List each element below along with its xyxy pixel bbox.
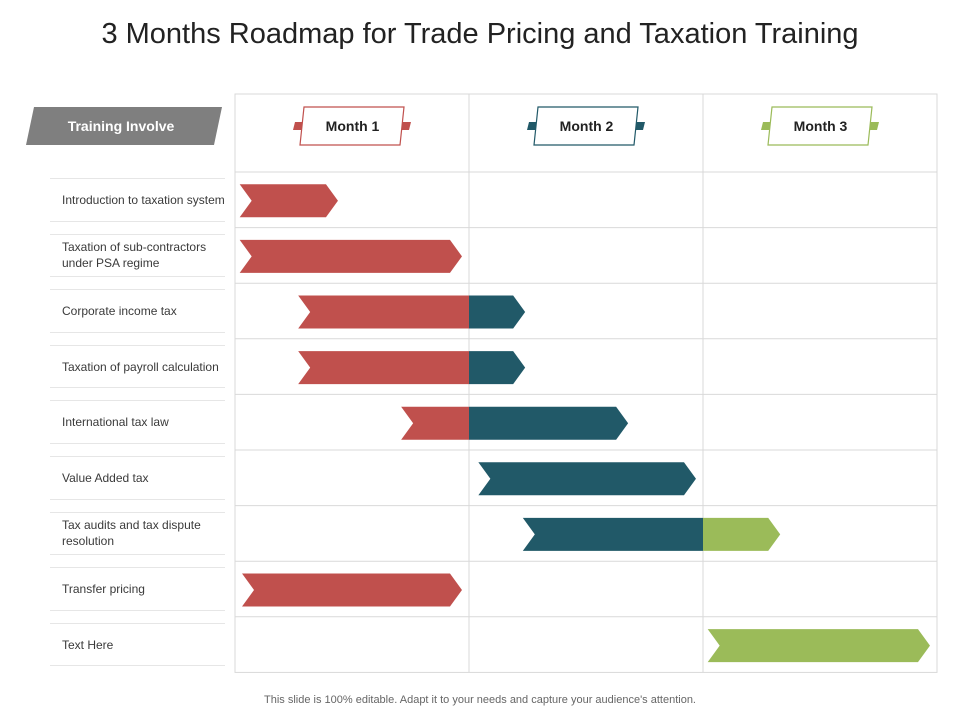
gantt-bar-segment [401, 406, 469, 440]
task-label: Corporate income tax [50, 289, 225, 333]
grid-border [234, 93, 938, 673]
gantt-bar-segment [707, 629, 930, 663]
training-involve-header: Training Involve [26, 107, 222, 145]
gantt-bar-segment [469, 351, 526, 385]
gantt-bar-segment [469, 406, 629, 440]
month-label: Month 1 [325, 118, 380, 134]
task-label: Introduction to taxation system [50, 178, 225, 222]
task-label: Taxation of sub-contractors under PSA re… [50, 233, 225, 278]
task-label: Text Here [50, 622, 225, 667]
page-title: 3 Months Roadmap for Trade Pricing and T… [101, 18, 859, 50]
month-badge [533, 106, 639, 146]
gantt-bar-segment [298, 351, 469, 385]
task-label: Transfer pricing [50, 567, 225, 611]
month-badge [299, 106, 405, 146]
month-badge [767, 106, 873, 146]
gantt-bar-segment [298, 295, 469, 329]
gantt-bar-segment [522, 517, 703, 551]
gantt-bar-segment [469, 295, 526, 329]
month-label: Month 3 [793, 118, 848, 134]
gantt-bar-segment [239, 239, 462, 273]
task-label: Taxation of payroll calculation [50, 344, 225, 389]
header-badge-shape [26, 107, 222, 145]
gantt-bar-segment [703, 517, 781, 551]
header-badge-bg [26, 107, 222, 145]
task-label: Value Added tax [50, 456, 225, 500]
gantt-bar-segment [242, 573, 462, 607]
gantt-bar-segment [478, 462, 696, 496]
header-label: Training Involve [67, 118, 175, 134]
task-label: Tax audits and tax dispute resolution [50, 511, 225, 556]
gantt-bar-segment [239, 184, 338, 218]
footer-note: This slide is 100% editable. Adapt it to… [264, 694, 696, 706]
month-label: Month 2 [559, 118, 614, 134]
task-label: International tax law [50, 400, 225, 444]
